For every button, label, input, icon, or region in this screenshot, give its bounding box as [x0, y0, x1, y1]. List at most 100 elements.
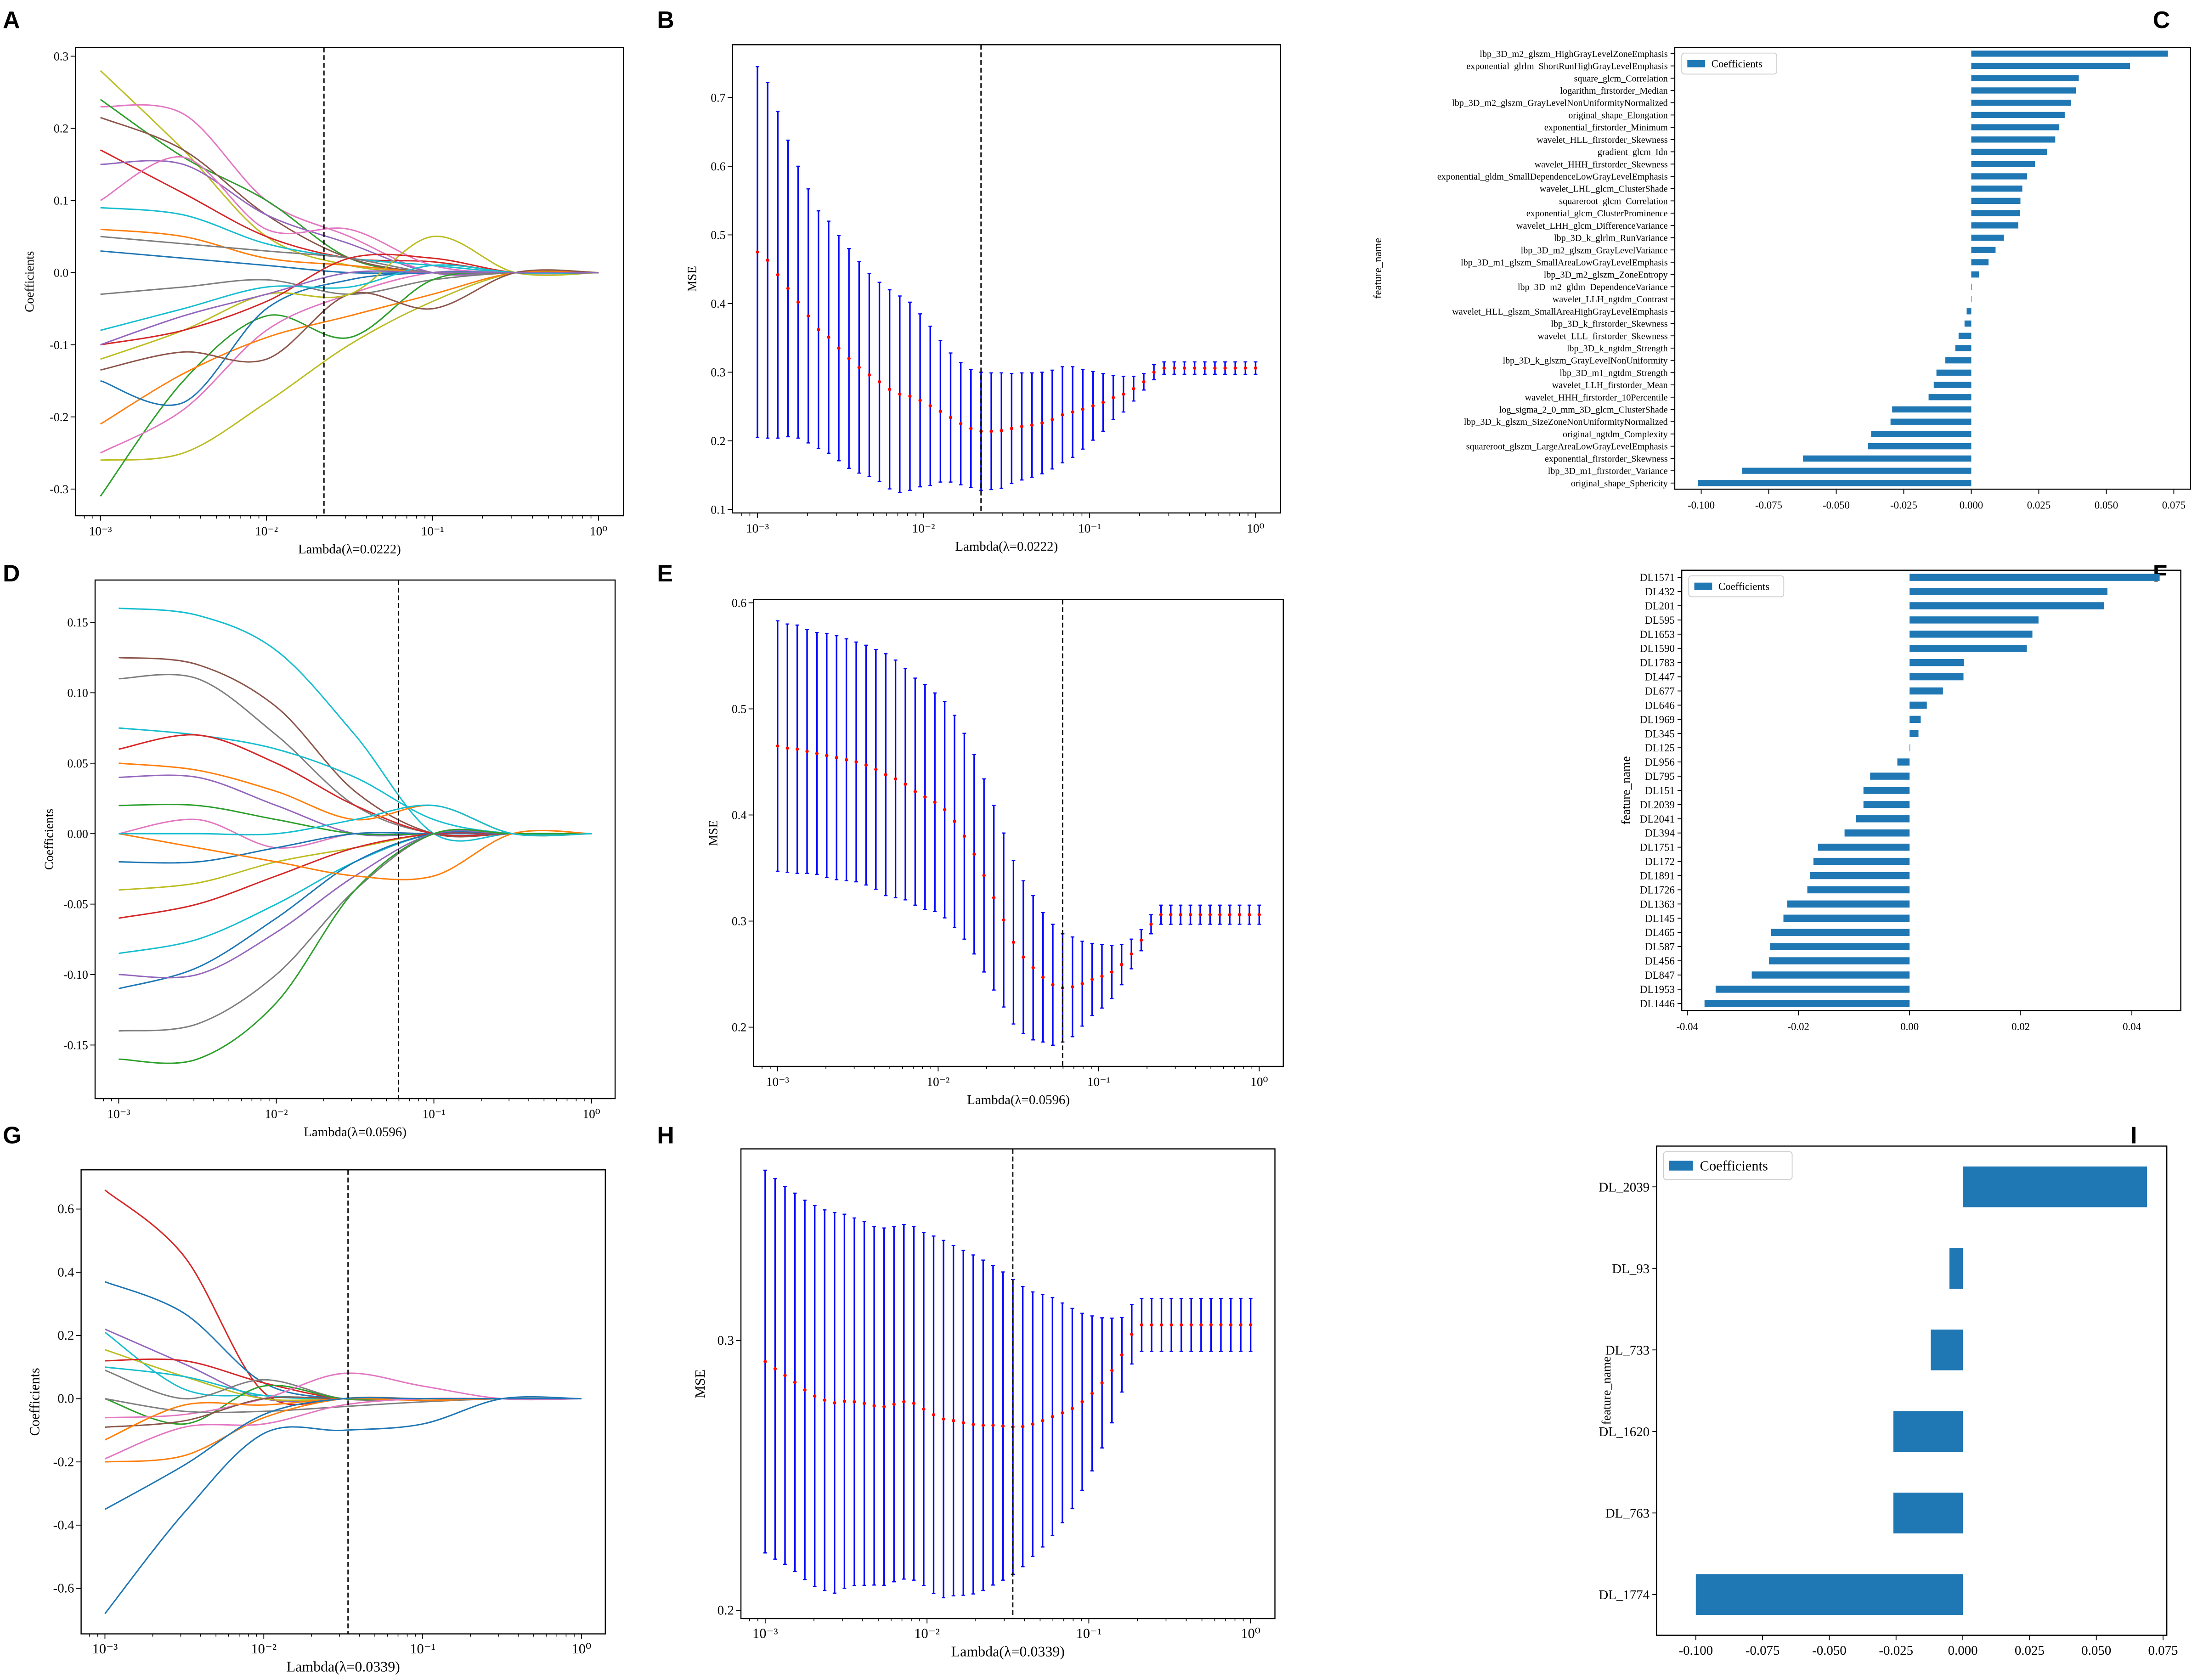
panel-letter: A	[3, 6, 20, 33]
coefficient-bar	[1955, 345, 1972, 351]
panel-g: G 10⁻³ 10⁻² 10⁻¹ 10⁰ -0.6 -0.4 -0.2 0.0 0.2 0.4 0.6…	[3, 1122, 606, 1675]
coefficient-bar	[1893, 1411, 1963, 1452]
panel-c: C -0.100 -0.075 -0.050 -0.025 0.000 0.025 0.050…	[1372, 6, 2192, 511]
y-tick-label: 0.6	[732, 597, 746, 610]
coefficient-path	[100, 264, 599, 331]
mse-mean-point	[922, 1407, 926, 1411]
mse-mean-point	[1172, 366, 1176, 370]
feature-label: DL1891	[1640, 870, 1675, 881]
coefficient-bar	[1769, 957, 1910, 964]
mse-mean-point	[923, 795, 927, 799]
x-tick-label: 10⁻¹	[1076, 1626, 1102, 1641]
mse-mean-point	[1199, 1323, 1203, 1327]
coefficient-bar	[1751, 971, 1910, 979]
mse-mean-point	[1071, 985, 1074, 989]
feature-label: DL447	[1645, 671, 1675, 683]
mse-mean-point	[1189, 1323, 1193, 1327]
feature-label: DL172	[1645, 856, 1675, 868]
coefficient-bar	[1971, 271, 1979, 278]
coefficient-bar	[1971, 87, 2076, 94]
feature-label: original_shape_Elongation	[1568, 110, 1667, 120]
x-tick-label: -0.025	[1890, 500, 1917, 511]
feature-label: lbp_3D_m2_gldm_DependenceVariance	[1518, 282, 1668, 292]
mse-mean-point	[1254, 366, 1258, 370]
coefficient-bar	[1971, 75, 2079, 81]
coefficient-bar	[1783, 914, 1910, 922]
panel-letter: D	[3, 560, 20, 586]
x-tick-label: -0.100	[1688, 500, 1715, 511]
y-tick-label: 0.0	[57, 1392, 74, 1406]
coefficient-bar	[1971, 296, 1972, 302]
x-tick-label: -0.02	[1787, 1021, 1809, 1032]
plot-area	[775, 620, 1261, 1046]
mse-mean-point	[1031, 1422, 1034, 1426]
mse-mean-point	[904, 782, 907, 786]
mse-mean-point	[1120, 963, 1124, 966]
plot-area	[763, 1169, 1253, 1599]
mse-mean-point	[942, 1417, 945, 1421]
mse-mean-point	[853, 1400, 856, 1404]
feature-label: DL_2039	[1599, 1180, 1650, 1195]
y-axis-label: feature_name	[1619, 756, 1633, 824]
y-tick-label: 0.4	[711, 297, 725, 310]
panel-a: A 10⁻³ 10⁻² 10⁻¹ 10⁰ -0.3 -0.2 -0.1 0.0 0.1 0.2 0.3…	[3, 6, 624, 557]
coefficient-path	[119, 762, 592, 837]
feature-label: wavelet_HLL_glszm_SmallAreaHighGrayLevel…	[1452, 307, 1668, 317]
y-tick-label: -0.1	[50, 338, 68, 352]
mse-mean-point	[1091, 404, 1095, 408]
coefficient-bar	[1971, 62, 2130, 69]
feature-label: DL1953	[1640, 984, 1675, 995]
x-tick-label: 10⁻²	[912, 521, 935, 535]
mse-mean-point	[1130, 952, 1133, 956]
mse-mean-point	[1149, 922, 1153, 926]
mse-mean-point	[1169, 913, 1173, 917]
y-tick-label: 0.3	[717, 1333, 734, 1348]
feature-label: lbp_3D_k_glszm_SizeZoneNonUniformityNorm…	[1464, 417, 1668, 427]
y-tick-label: -0.10	[63, 968, 88, 981]
coefficient-path	[100, 99, 599, 275]
y-axis-label: MSE	[685, 266, 699, 292]
coefficient-bar	[1966, 308, 1972, 315]
y-tick-label: 0.6	[711, 160, 725, 173]
mse-mean-point	[825, 754, 829, 757]
mse-mean-point	[1090, 1392, 1094, 1395]
coefficient-bar	[1863, 801, 1910, 808]
coefficient-bar	[1971, 136, 2056, 143]
mse-mean-point	[1130, 1332, 1134, 1336]
feature-label: wavelet_LLH_firstorder_Mean	[1552, 380, 1668, 390]
mse-mean-point	[898, 392, 902, 396]
y-tick-label: 0.10	[68, 687, 88, 700]
coefficient-bar	[1971, 100, 2071, 106]
mse-mean-point	[1219, 1323, 1223, 1327]
coefficient-bar	[1910, 574, 2160, 581]
mse-mean-point	[776, 744, 780, 748]
x-tick-label: 0.04	[2123, 1021, 2141, 1032]
x-tick-label: 10⁻³	[746, 521, 769, 535]
coefficient-bar	[1971, 51, 2168, 57]
mse-mean-point	[912, 1402, 916, 1405]
coefficient-bar	[1910, 716, 1921, 723]
axes-frame	[80, 1169, 606, 1635]
axes-frame	[1656, 1145, 2168, 1636]
feature-label: DL587	[1645, 941, 1675, 953]
coefficient-bar	[1971, 173, 2028, 180]
coefficient-path	[100, 270, 599, 346]
mse-mean-point	[1162, 366, 1166, 370]
mse-mean-point	[1140, 1323, 1144, 1327]
coefficient-bar	[1971, 210, 2020, 216]
mse-mean-point	[1218, 913, 1222, 917]
coefficient-path	[105, 1366, 582, 1400]
coefficient-path	[104, 1397, 582, 1510]
x-tick-label: -0.075	[1746, 1643, 1780, 1658]
mse-mean-point	[1071, 410, 1074, 414]
mse-mean-point	[1020, 424, 1024, 428]
coefficient-path	[100, 270, 599, 454]
x-tick-label: -0.04	[1676, 1021, 1698, 1032]
coefficient-bar	[1931, 1329, 1963, 1370]
x-tick-label: -0.050	[1823, 500, 1850, 511]
mse-mean-point	[1192, 366, 1197, 370]
mse-mean-point	[1011, 941, 1016, 944]
mse-mean-point	[1002, 918, 1006, 922]
mse-mean-point	[1100, 1381, 1104, 1385]
